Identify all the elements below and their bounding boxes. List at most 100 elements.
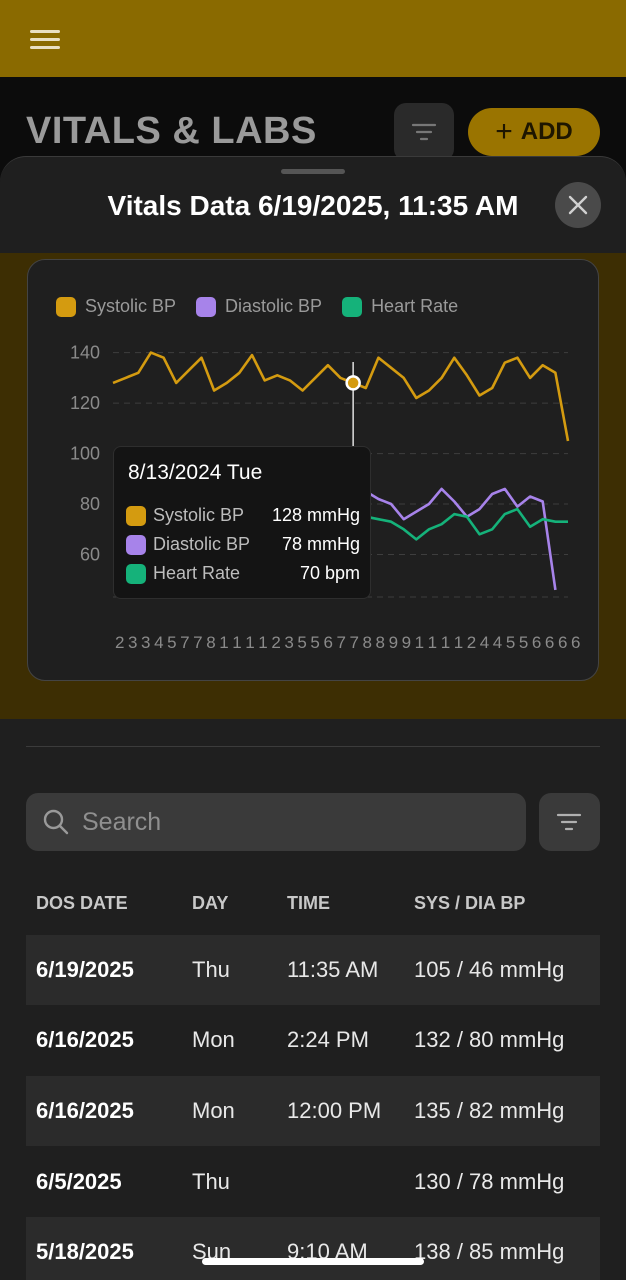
tooltip-date: 8/13/2024 Tue [128,461,263,484]
x-tick-label: 9 [389,633,398,652]
close-button[interactable] [555,182,601,228]
plus-icon: + [495,115,513,148]
cell-date: 6/16/2025 [36,1098,134,1123]
x-tick-label: 8 [206,633,215,652]
legend-label: Heart Rate [371,296,459,316]
cell-bp: 130 / 78 mmHg [414,1169,565,1194]
table-row[interactable]: 5/18/2025 Sun 9:10 AM 138 / 85 mmHg [26,1217,600,1280]
x-tick-label: 9 [402,633,411,652]
x-tick-label: 4 [493,633,502,652]
legend-item-systolic[interactable]: Systolic BP [56,296,176,317]
vitals-chart-card[interactable]: Systolic BP Diastolic BP Heart Rate 140 1… [27,259,599,681]
table-row[interactable]: 6/19/2025 Thu 11:35 AM 105 / 46 mmHg [26,935,600,1005]
section-divider [26,746,600,747]
tooltip-value: 70 bpm [299,563,360,583]
legend-swatch-diastolic [196,296,217,317]
legend-item-diastolic[interactable]: Diastolic BP [196,296,322,317]
filter-icon [556,813,582,831]
series-line-2 [352,507,568,541]
y-tick-label: 60 [80,545,100,565]
x-tick-label: 8 [376,633,385,652]
add-button-label: ADD [520,118,573,145]
tooltip-row-systolic: Systolic BP 128 mmHg [126,504,360,528]
search-box[interactable] [26,793,526,851]
tooltip-value: 78 mmHg [281,534,360,554]
cell-time: 2:24 PM [287,1027,369,1052]
legend-swatch-heart-rate [342,296,363,317]
legend-label: Diastolic BP [225,296,323,316]
tooltip-row-diastolic: Diastolic BP 78 mmHg [126,533,360,557]
tooltip-swatch-diastolic [126,535,146,555]
cell-bp: 132 / 80 mmHg [414,1027,565,1052]
x-tick-label: 4 [154,633,163,652]
column-header-day[interactable]: DAY [192,893,229,913]
table-filter-button[interactable] [539,793,600,851]
column-header-bp[interactable]: SYS / DIA BP [414,893,526,913]
x-tick-label: 5 [167,633,176,652]
legend-item-heart-rate[interactable]: Heart Rate [342,296,458,317]
cell-day: Mon [192,1098,235,1123]
sheet-drag-handle[interactable] [281,169,345,174]
add-button[interactable]: + ADD [468,108,600,156]
tooltip-swatch-heart-rate [126,564,146,584]
x-tick-label: 3 [141,633,150,652]
x-tick-label: 7 [350,633,359,652]
y-tick-label: 80 [80,494,100,514]
x-tick-label: 6 [545,633,554,652]
table-row[interactable]: 6/5/2025 Thu 130 / 78 mmHg [26,1147,600,1217]
cell-time: 11:35 AM [287,957,379,982]
series-line-0 [112,351,570,442]
x-tick-label: 5 [297,633,306,652]
x-tick-label: 7 [193,633,202,652]
x-tick-label: 2 [467,633,476,652]
chart-tooltip: 8/13/2024 Tue Systolic BP 128 mmHg Diast… [113,446,371,599]
home-indicator[interactable] [202,1258,424,1265]
x-tick-label: 1 [428,633,437,652]
cell-time: 12:00 PM [287,1098,382,1123]
series-line-1 [352,487,557,591]
x-tick-label: 3 [128,633,137,652]
x-tick-label: 6 [571,633,580,652]
x-tick-label: 4 [480,633,489,652]
page-title: VITALS & LABS [26,110,317,152]
y-tick-label: 120 [70,393,100,413]
x-tick-label: 6 [558,633,567,652]
x-tick-label: 2 [271,633,280,652]
sheet-title: Vitals Data 6/19/2025, 11:35 AM [107,190,519,221]
cell-bp: 135 / 82 mmHg [414,1098,565,1123]
column-header-dos-date[interactable]: DOS DATE [36,893,128,913]
x-tick-label: 1 [441,633,450,652]
x-tick-label: 1 [232,633,241,652]
selected-point-marker [345,375,361,391]
header-filter-button[interactable] [394,103,454,161]
search-input[interactable] [82,801,512,843]
x-tick-label: 7 [336,633,345,652]
tooltip-row-heart-rate: Heart Rate 70 bpm [126,562,360,586]
x-tick-label: 6 [532,633,541,652]
tooltip-label: Diastolic BP [153,534,251,554]
cell-day: Thu [192,957,230,982]
tooltip-label: Heart Rate [153,563,241,583]
tooltip-label: Systolic BP [153,505,245,525]
x-tick-label: 1 [415,633,424,652]
y-tick-label: 100 [70,444,100,464]
x-tick-label: 5 [506,633,515,652]
table-row[interactable]: 6/16/2025 Mon 12:00 PM 135 / 82 mmHg [26,1076,600,1146]
filter-icon [411,123,437,141]
table-row[interactable]: 6/16/2025 Mon 2:24 PM 132 / 80 mmHg [26,1005,600,1075]
chart-legend: Systolic BP Diastolic BP Heart Rate [56,296,458,317]
cell-date: 6/16/2025 [36,1027,134,1052]
hamburger-menu-icon[interactable] [26,24,66,54]
cell-date: 6/5/2025 [36,1169,122,1194]
legend-swatch-systolic [56,296,76,317]
cell-day: Mon [192,1027,235,1052]
tooltip-swatch-systolic [126,506,146,526]
x-tick-label: 5 [310,633,319,652]
x-tick-label: 3 [284,633,293,652]
x-tick-label: 1 [219,633,228,652]
x-tick-label: 1 [245,633,254,652]
cell-date: 5/18/2025 [36,1239,134,1264]
column-header-time[interactable]: TIME [287,893,330,913]
